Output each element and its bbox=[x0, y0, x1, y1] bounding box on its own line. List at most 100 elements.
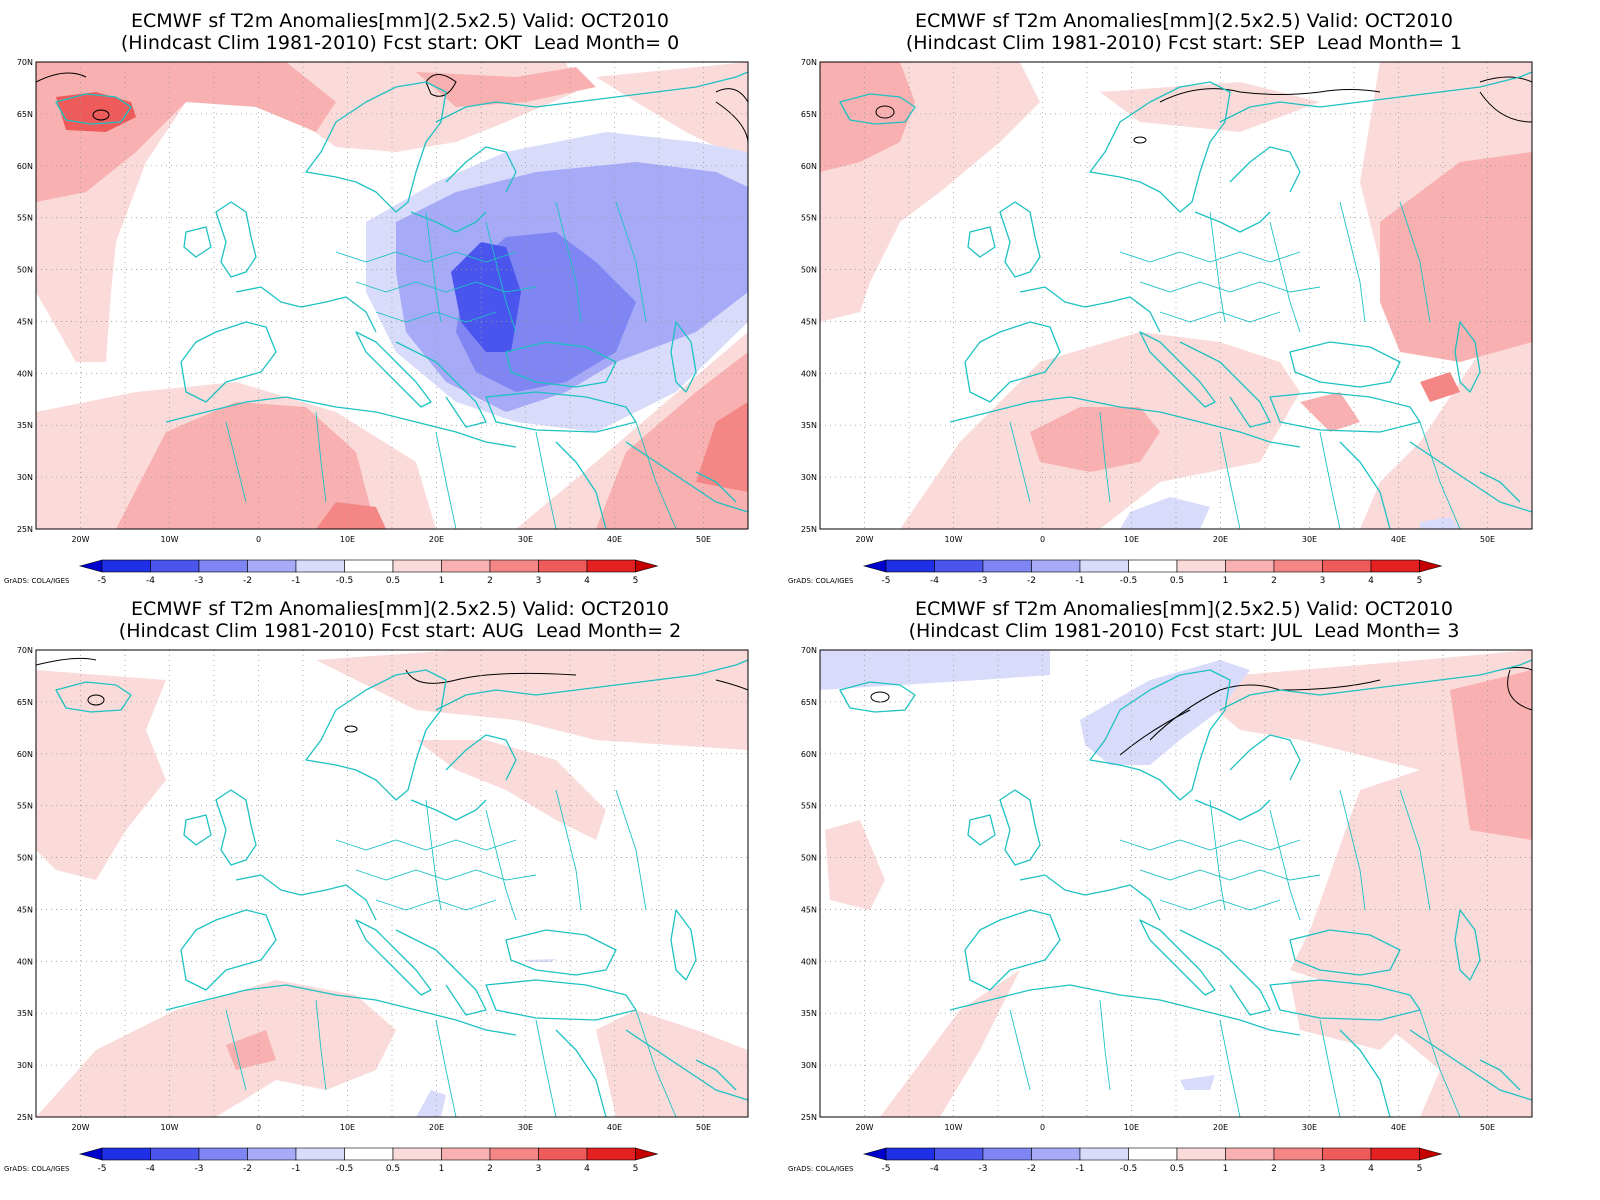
colorbar-label: 4 bbox=[1368, 576, 1374, 586]
lat-tick-label: 65N bbox=[17, 698, 33, 707]
colorbar-label: 3 bbox=[1320, 576, 1326, 586]
lat-tick-label: 30N bbox=[17, 1061, 33, 1070]
lat-tick-label: 60N bbox=[801, 750, 817, 759]
lat-tick-label: 40N bbox=[17, 369, 33, 378]
map-panel-lead-0: ECMWF sf T2m Anomalies[mm](2.5x2.5) Vali… bbox=[0, 0, 800, 600]
lat-tick-label: 40N bbox=[17, 957, 33, 966]
lat-tick-label: 35N bbox=[17, 1009, 33, 1018]
colorbar-label: -2 bbox=[243, 576, 252, 586]
colorbar-label: 0.5 bbox=[1170, 1164, 1184, 1174]
colorbar-label: -0.5 bbox=[336, 576, 354, 586]
colorbar-label: -0.5 bbox=[1120, 1164, 1138, 1174]
colorbar-label: 2 bbox=[487, 576, 493, 586]
lon-tick-label: 10E bbox=[340, 535, 355, 544]
lat-tick-label: 55N bbox=[17, 802, 33, 811]
colorbar bbox=[862, 559, 1443, 573]
lat-tick-label: 35N bbox=[801, 1009, 817, 1018]
country-borders bbox=[1009, 789, 1461, 1118]
panel-subtitle: (Hindcast Clim 1981-2010) Fcst start: SE… bbox=[905, 32, 1463, 54]
colorbar-label: 5 bbox=[633, 576, 639, 586]
lat-tick-label: 50N bbox=[801, 266, 817, 275]
colorbar-label: -1 bbox=[292, 576, 301, 586]
lon-tick-label: 20W bbox=[71, 535, 89, 544]
lat-tick-label: 55N bbox=[801, 802, 817, 811]
colorbar-label: 2 bbox=[487, 1164, 493, 1174]
lon-tick-label: 10W bbox=[944, 535, 962, 544]
warm-anomaly-areas bbox=[36, 650, 748, 1117]
colorbar-label: -5 bbox=[98, 1164, 107, 1174]
map-panel-lead-2: ECMWF sf T2m Anomalies[mm](2.5x2.5) Vali… bbox=[0, 588, 800, 1188]
panel-title: ECMWF sf T2m Anomalies[mm](2.5x2.5) Vali… bbox=[914, 598, 1454, 620]
colorbar bbox=[78, 1147, 659, 1161]
cold-anomaly-areas bbox=[366, 132, 748, 432]
lat-tick-label: 50N bbox=[17, 266, 33, 275]
lat-tick-label: 50N bbox=[801, 854, 817, 863]
lon-tick-label: 20E bbox=[429, 1123, 444, 1132]
country-borders bbox=[225, 201, 677, 530]
colorbar-label: 3 bbox=[536, 1164, 542, 1174]
colorbar-label: 0.5 bbox=[1170, 576, 1184, 586]
lon-tick-label: 30E bbox=[1302, 535, 1317, 544]
lon-tick-label: 50E bbox=[1480, 1123, 1495, 1132]
lat-tick-label: 35N bbox=[17, 421, 33, 430]
lat-tick-label: 25N bbox=[17, 1113, 33, 1122]
map-frame bbox=[35, 649, 749, 1118]
lon-tick-label: 20W bbox=[855, 1123, 873, 1132]
colorbar-label: -3 bbox=[979, 1164, 988, 1174]
lon-tick-label: 30E bbox=[1302, 1123, 1317, 1132]
lon-tick-label: 40E bbox=[607, 1123, 622, 1132]
anomaly-map: 70N 65N 60N 55N 50N 45N 40N 35N 30N 25N 20W 10W 0 10E… bbox=[4, 58, 749, 586]
lat-tick-label: 45N bbox=[17, 905, 33, 914]
lat-tick-label: 55N bbox=[801, 214, 817, 223]
coastlines bbox=[55, 659, 749, 1118]
lat-tick-label: 45N bbox=[17, 317, 33, 326]
lat-tick-label: 25N bbox=[801, 1113, 817, 1122]
lat-tick-label: 65N bbox=[801, 110, 817, 119]
lat-tick-label: 45N bbox=[801, 317, 817, 326]
lat-tick-label: 70N bbox=[801, 58, 817, 67]
lon-tick-label: 20E bbox=[1213, 535, 1228, 544]
lat-tick-label: 50N bbox=[17, 854, 33, 863]
lon-tick-label: 50E bbox=[696, 1123, 711, 1132]
lon-tick-label: 0 bbox=[256, 1123, 261, 1132]
lat-tick-label: 30N bbox=[801, 473, 817, 482]
lon-tick-label: 10E bbox=[340, 1123, 355, 1132]
anomaly-map: 70N 65N 60N 55N 50N 45N 40N 35N 30N 25N 20W 10W 0 10E… bbox=[4, 646, 749, 1174]
lon-tick-label: 20E bbox=[1213, 1123, 1228, 1132]
colorbar-label: -2 bbox=[1027, 1164, 1036, 1174]
colorbar-label: 4 bbox=[584, 576, 590, 586]
lon-tick-label: 10E bbox=[1124, 1123, 1139, 1132]
colorbar-label: -2 bbox=[243, 1164, 252, 1174]
panel-subtitle: (Hindcast Clim 1981-2010) Fcst start: OK… bbox=[120, 32, 680, 54]
lon-tick-label: 40E bbox=[1391, 1123, 1406, 1132]
lat-tick-label: 55N bbox=[17, 214, 33, 223]
lon-tick-label: 30E bbox=[518, 535, 533, 544]
colorbar-label: -1 bbox=[1076, 576, 1085, 586]
lat-tick-label: 30N bbox=[17, 473, 33, 482]
anomaly-map: 70N 65N 60N 55N 50N 45N 40N 35N 30N 25N 20W 10W 0 10E… bbox=[788, 646, 1533, 1174]
colorbar-label: 1 bbox=[439, 1164, 445, 1174]
colorbar-label: 4 bbox=[584, 1164, 590, 1174]
anomaly-map: 70N 65N 60N 55N 50N 45N 40N 35N 30N 25N 20W 10W 0 10E… bbox=[788, 58, 1533, 586]
lat-tick-label: 70N bbox=[801, 646, 817, 655]
grads-credit: GrADS: COLA/IGES bbox=[4, 1165, 70, 1173]
colorbar-label: -5 bbox=[882, 1164, 891, 1174]
country-borders bbox=[225, 789, 677, 1118]
lon-tick-label: 10W bbox=[160, 1123, 178, 1132]
lat-tick-label: 65N bbox=[801, 698, 817, 707]
colorbar-label: 0.5 bbox=[386, 1164, 400, 1174]
map-frame bbox=[35, 61, 749, 530]
grads-credit: GrADS: COLA/IGES bbox=[4, 577, 70, 585]
panel-title: ECMWF sf T2m Anomalies[mm](2.5x2.5) Vali… bbox=[130, 10, 670, 32]
lon-tick-label: 30E bbox=[518, 1123, 533, 1132]
grads-credit: GrADS: COLA/IGES bbox=[788, 1165, 854, 1173]
lat-tick-label: 70N bbox=[17, 646, 33, 655]
colorbar-label: -0.5 bbox=[336, 1164, 354, 1174]
lon-tick-label: 10E bbox=[1124, 535, 1139, 544]
map-panel-lead-3: ECMWF sf T2m Anomalies[mm](2.5x2.5) Vali… bbox=[784, 588, 1584, 1188]
cold-anomaly-areas bbox=[416, 959, 556, 1117]
lat-tick-label: 70N bbox=[17, 58, 33, 67]
lon-tick-label: 0 bbox=[1040, 1123, 1045, 1132]
map-frame bbox=[819, 61, 1533, 530]
colorbar-label: -3 bbox=[195, 576, 204, 586]
